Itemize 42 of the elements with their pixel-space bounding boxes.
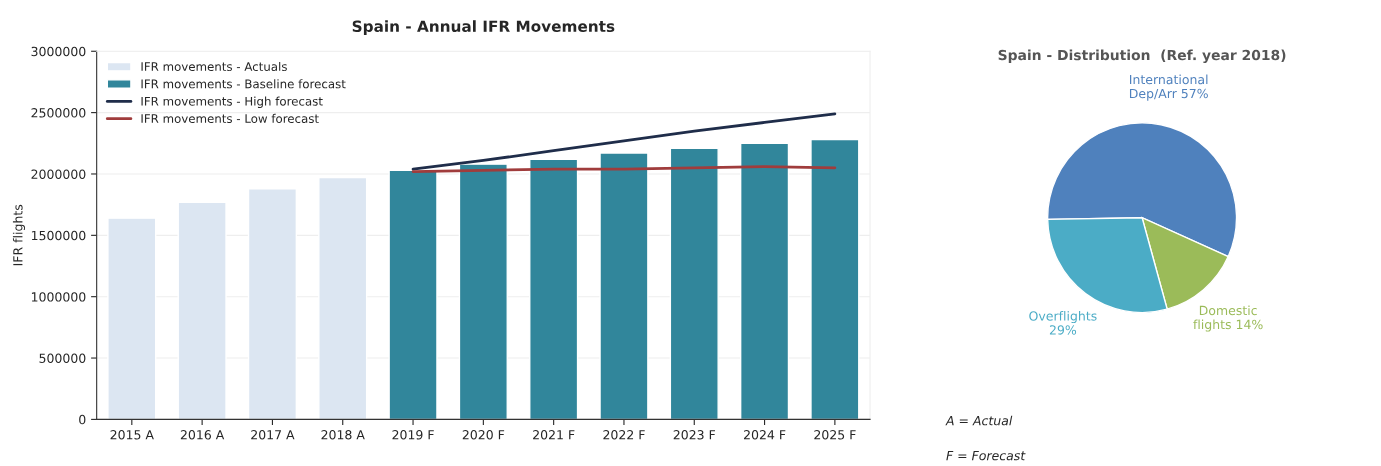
line-series — [411, 112, 837, 171]
x-tick-label: 2021 F — [533, 430, 575, 440]
y-axis-title: IFR flights — [12, 204, 26, 266]
x-tick-label: 2018 A — [321, 430, 365, 440]
x-tick-label: 2022 F — [603, 430, 645, 440]
slice-label: Overflights 29% — [1029, 310, 1097, 335]
y-tick-label: 500000 — [39, 353, 86, 363]
x-tick-label: 2025 F — [814, 430, 856, 440]
chart-title: Spain - Distribution (Ref. year 2018) — [998, 49, 1286, 64]
x-tick-label: 2015 A — [110, 430, 154, 440]
bar — [599, 152, 649, 420]
text: A = Actual — [945, 415, 1013, 426]
x-tick-label: 2023 F — [673, 430, 716, 440]
x-tick-label: 2020 F — [462, 430, 505, 440]
bar — [739, 142, 790, 420]
bar — [458, 163, 508, 420]
slice-label: Domestic flights 14% — [1193, 305, 1263, 332]
legend-label: IFR movements - Low forecast — [141, 113, 319, 124]
bar — [107, 217, 157, 420]
legend-label: IFR movements - High forecast — [141, 96, 323, 108]
x-tick-label: 2017 A — [251, 430, 295, 440]
bar — [388, 169, 438, 420]
bar — [810, 138, 860, 420]
text: F = Forecast — [946, 451, 1026, 461]
y-tick-label: 2000000 — [31, 169, 86, 179]
bar — [247, 188, 298, 420]
x-tick-label: 2019 F — [392, 430, 434, 440]
y-tick-label: 3000000 — [31, 46, 86, 57]
y-tick-label: 2500000 — [31, 108, 86, 118]
y-tick-label: 1000000 — [31, 292, 86, 302]
legend-label: IFR movements - Actuals — [141, 61, 287, 72]
x-tick-label: 2016 A — [180, 430, 225, 440]
slice-label: International Dep/Arr 57% — [1129, 74, 1208, 101]
y-tick-label: 0 — [79, 414, 86, 425]
legend-label: IFR movements - Baseline forecast — [141, 79, 346, 89]
chart-title: Spain - Annual IFR Movements — [352, 20, 615, 35]
bar — [669, 147, 719, 420]
bar — [177, 201, 227, 420]
bar — [529, 158, 579, 420]
x-tick-label: 2024 F — [744, 430, 786, 440]
y-tick-label: 1500000 — [31, 230, 86, 241]
bar — [318, 176, 368, 420]
